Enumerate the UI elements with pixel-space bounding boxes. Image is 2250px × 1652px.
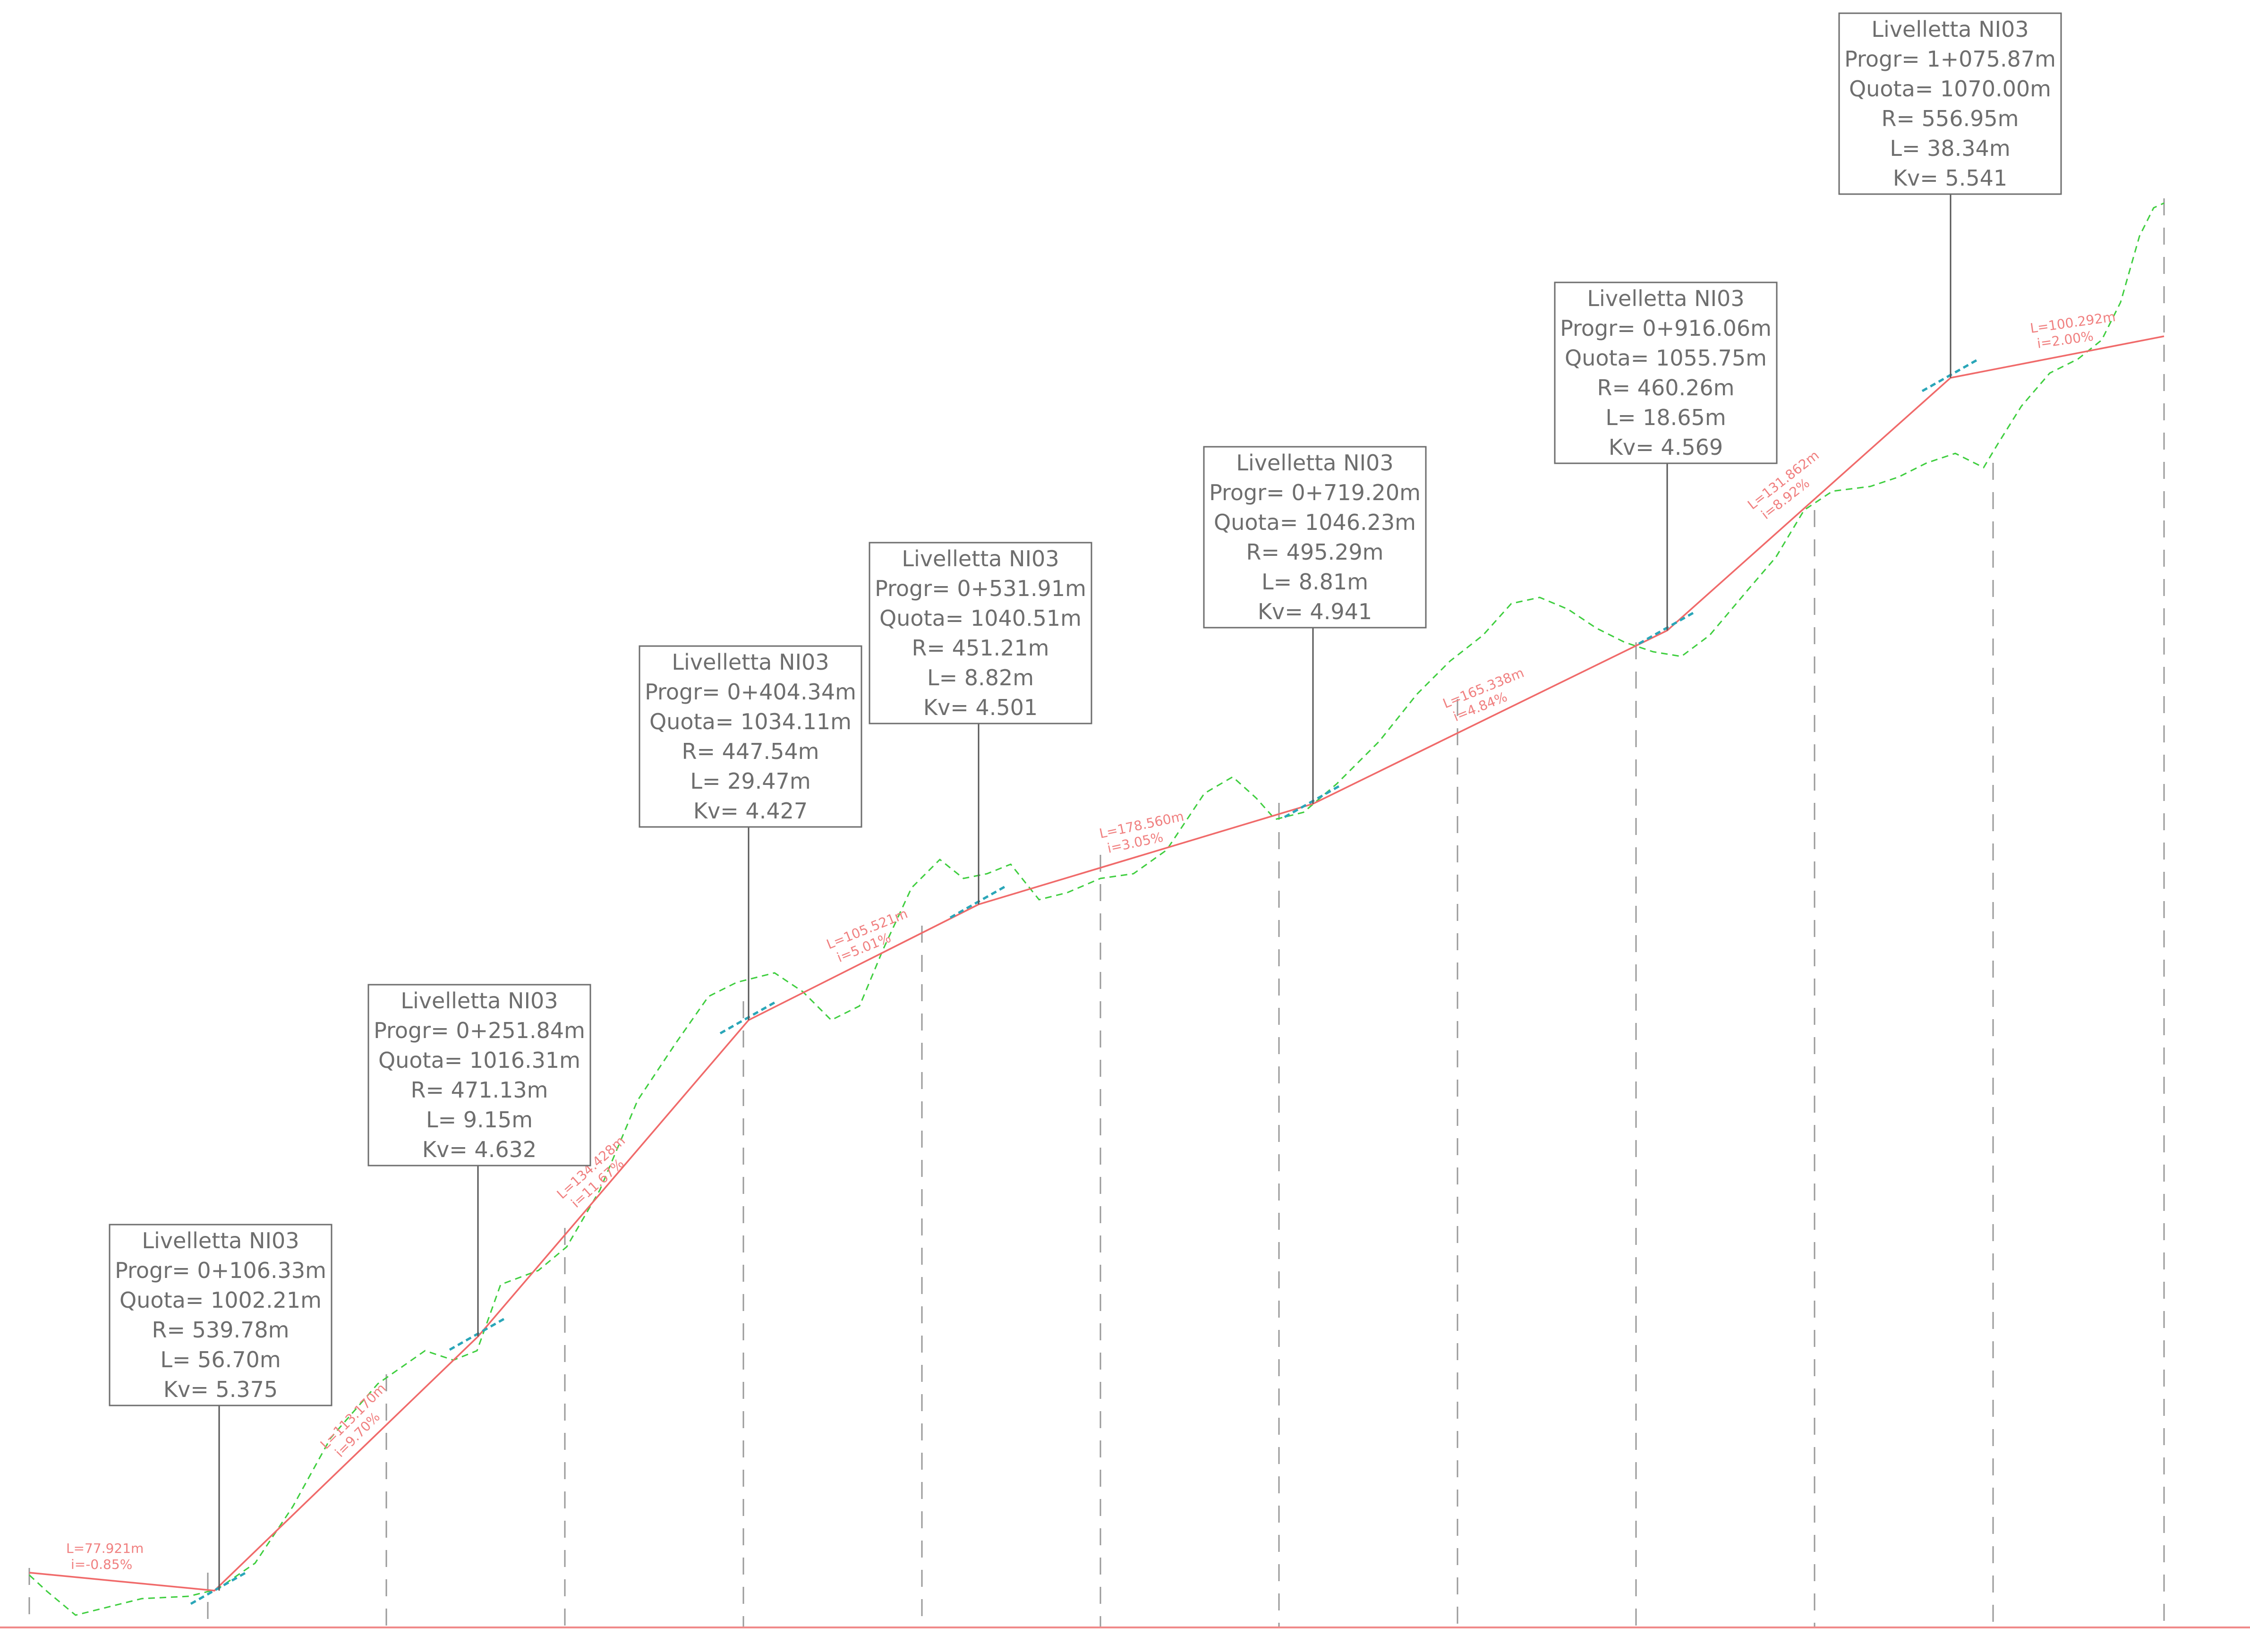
box-l-text: L= 18.65m [1605, 405, 1726, 430]
box-progr-text: Progr= 0+106.33m [115, 1258, 326, 1283]
box-progr-text: Progr= 0+719.20m [1209, 480, 1421, 505]
leader-lines [218, 194, 1952, 1591]
box-kv-text: Kv= 5.375 [163, 1377, 278, 1402]
box-title-text: Livelletta NI03 [902, 546, 1059, 571]
vertical-curve-box: Livelletta NI03 Progr= 0+404.34m Quota= 10… [639, 645, 862, 828]
box-kv-text: Kv= 5.541 [1893, 165, 2007, 191]
box-progr-text: Progr= 0+251.84m [374, 1018, 585, 1043]
box-kv-text: Kv= 4.941 [1258, 599, 1372, 624]
box-l-text: L= 8.82m [927, 665, 1034, 690]
vertical-curve-box: Livelletta NI03 Progr= 0+916.06m Quota= 10… [1554, 281, 1778, 464]
box-r-text: R= 447.54m [682, 739, 819, 764]
box-kv-text: Kv= 4.427 [693, 798, 808, 824]
box-r-text: R= 539.78m [152, 1317, 290, 1343]
grade-segment-labels: L=77.921mi=-0.85%L=113.170mi=9.70%L=134.… [66, 309, 2116, 1572]
box-l-text: L= 56.70m [160, 1347, 281, 1372]
box-progr-text: Progr= 1+075.87m [1844, 46, 2056, 72]
box-r-text: R= 471.13m [411, 1077, 548, 1103]
box-title-text: Livelletta NI03 [1236, 450, 1393, 476]
box-quota-text: Quota= 1034.11m [649, 709, 852, 734]
box-quota-text: Quota= 1040.51m [879, 605, 1082, 631]
box-frame [639, 645, 862, 828]
box-kv-text: Kv= 4.632 [422, 1137, 537, 1162]
box-r-text: R= 451.21m [912, 635, 1049, 661]
ground-profile-line [28, 202, 2165, 1616]
box-title-text: Livelletta NI03 [142, 1228, 299, 1253]
box-l-text: L= 9.15m [426, 1107, 533, 1133]
box-progr-text: Progr= 0+916.06m [1560, 315, 1772, 341]
box-frame [1203, 446, 1427, 629]
vertical-curve-box: Livelletta NI03 Progr= 0+106.33m Quota= 10… [109, 1224, 332, 1406]
box-quota-text: Quota= 1070.00m [1849, 76, 2051, 102]
box-title-text: Livelletta NI03 [672, 649, 829, 675]
box-title-text: Livelletta NI03 [1871, 17, 2028, 42]
box-frame [869, 542, 1092, 724]
box-quota-text: Quota= 1055.75m [1565, 345, 1767, 371]
box-r-text: R= 460.26m [1597, 375, 1735, 400]
box-l-text: L= 8.81m [1261, 569, 1368, 595]
box-frame [109, 1224, 332, 1406]
box-r-text: R= 556.95m [1882, 106, 2019, 131]
vertical-curve-box: Livelletta NI03 Progr= 0+251.84m Quota= 10… [367, 984, 591, 1167]
segment-length-text: L=77.921m [66, 1541, 144, 1556]
grade-line [29, 335, 2165, 1592]
segment-slope-text: i=-0.85% [71, 1557, 132, 1572]
box-kv-text: Kv= 4.569 [1609, 434, 1723, 460]
box-title-text: Livelletta NI03 [401, 988, 558, 1013]
vertical-curve-box: Livelletta NI03 Progr= 1+075.87m Quota= 10… [1838, 12, 2062, 195]
box-quota-text: Quota= 1016.31m [378, 1047, 580, 1073]
station-lines [28, 198, 2165, 1627]
box-progr-text: Progr= 0+404.34m [645, 679, 856, 705]
box-l-text: L= 29.47m [690, 768, 810, 794]
vertical-curve-box: Livelletta NI03 Progr= 0+719.20m Quota= 10… [1203, 446, 1427, 629]
box-quota-text: Quota= 1046.23m [1214, 510, 1416, 535]
box-quota-text: Quota= 1002.21m [119, 1287, 322, 1313]
vertical-curve-box: Livelletta NI03 Progr= 0+531.91m Quota= 10… [869, 542, 1092, 724]
box-frame [1838, 12, 2062, 195]
box-kv-text: Kv= 4.501 [923, 695, 1038, 720]
box-r-text: R= 495.29m [1246, 539, 1384, 565]
vertical-curve-boxes: Livelletta NI03 Progr= 0+106.33m Quota= 10… [109, 12, 2062, 1406]
box-frame [1554, 281, 1778, 464]
box-l-text: L= 38.34m [1890, 136, 2010, 161]
box-progr-text: Progr= 0+531.91m [875, 576, 1086, 601]
box-frame [367, 984, 591, 1167]
box-title-text: Livelletta NI03 [1587, 286, 1744, 311]
